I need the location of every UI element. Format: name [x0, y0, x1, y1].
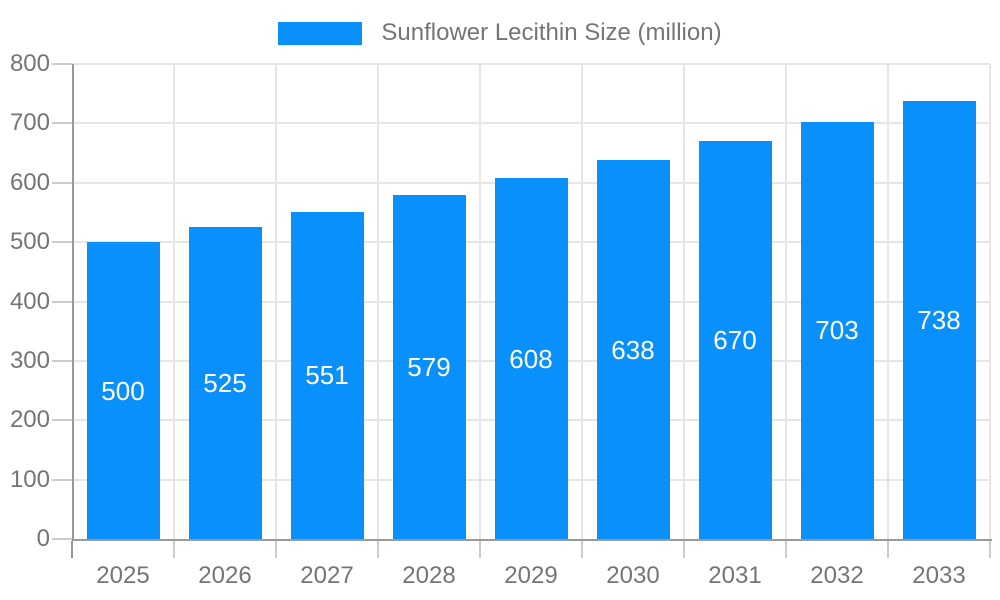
legend: Sunflower Lecithin Size (million): [0, 19, 1000, 47]
v-gridline: [683, 64, 685, 539]
x-tick: [785, 541, 787, 558]
bar[interactable]: [698, 141, 772, 539]
v-gridline: [377, 64, 379, 539]
v-gridline: [173, 64, 175, 539]
x-tick: [887, 541, 889, 558]
bar[interactable]: [290, 211, 364, 539]
x-axis-label: 2030: [606, 562, 660, 589]
x-axis-label: 2031: [708, 562, 762, 589]
x-tick: [989, 541, 991, 558]
x-tick: [377, 541, 379, 558]
plot-area: 500 525 551 579 608 638 670 703 738: [72, 63, 991, 539]
x-axis-label: 2028: [402, 562, 456, 589]
v-gridline: [275, 64, 277, 539]
y-axis-line: [72, 64, 74, 541]
x-tick: [683, 541, 685, 558]
x-axis-label: 2033: [912, 562, 966, 589]
y-tick: [52, 359, 72, 362]
x-tick: [275, 541, 277, 558]
x-tick: [479, 541, 481, 558]
bar[interactable]: [902, 100, 976, 539]
x-axis-label: 2032: [810, 562, 864, 589]
bar[interactable]: [800, 121, 874, 539]
y-axis-label: 400: [9, 287, 50, 315]
bar[interactable]: [392, 195, 466, 539]
bar[interactable]: [86, 242, 160, 539]
y-tick: [52, 300, 72, 303]
bar[interactable]: [494, 178, 568, 539]
x-tick: [71, 541, 73, 558]
y-axis-label: 800: [9, 50, 50, 77]
x-axis-label: 2026: [198, 562, 252, 589]
v-gridline: [479, 64, 481, 539]
h-gridline: [72, 122, 990, 125]
y-axis-label: 300: [9, 346, 50, 374]
y-axis-label: 100: [9, 465, 50, 493]
y-tick: [52, 419, 72, 422]
y-tick: [52, 122, 72, 125]
y-tick: [52, 478, 72, 481]
y-axis-label: 600: [9, 168, 50, 196]
y-axis-label: 700: [9, 109, 50, 137]
y-axis-label: 500: [9, 228, 50, 256]
v-gridline: [581, 64, 583, 539]
x-axis-line: [72, 539, 992, 541]
x-tick: [581, 541, 583, 558]
v-gridline: [989, 64, 991, 539]
y-tick: [52, 241, 72, 244]
v-gridline: [887, 64, 889, 539]
x-axis-label: 2027: [300, 562, 354, 589]
y-tick: [52, 181, 72, 184]
bar[interactable]: [188, 227, 262, 539]
y-axis-label: 200: [9, 406, 50, 434]
y-tick: [52, 63, 72, 65]
y-tick: [52, 538, 72, 540]
v-gridline: [785, 64, 787, 539]
legend-item[interactable]: Sunflower Lecithin Size (million): [278, 19, 722, 47]
x-axis-label: 2029: [504, 562, 558, 589]
x-tick: [173, 541, 175, 558]
x-axis-label: 2025: [96, 562, 150, 589]
y-axis-label: 0: [36, 525, 50, 552]
bar[interactable]: [596, 160, 670, 539]
legend-label: Sunflower Lecithin Size (million): [381, 19, 722, 46]
legend-swatch: [278, 21, 363, 45]
h-gridline: [72, 63, 990, 65]
